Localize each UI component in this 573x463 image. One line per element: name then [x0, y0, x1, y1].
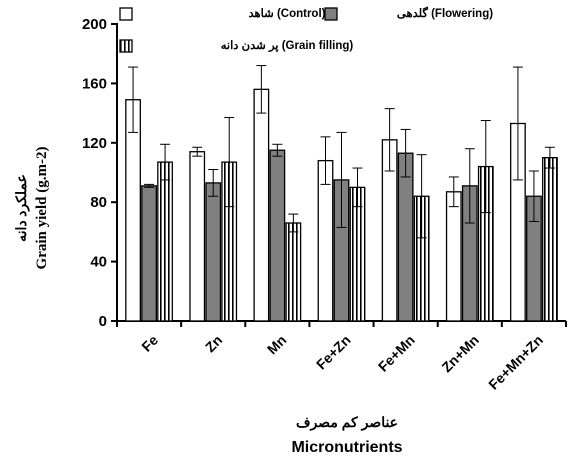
x-axis-title-persian: عناصر کم مصرف — [296, 414, 398, 431]
legend: شاهد (Control) گلدهی (Flowering) پر شدن دا… — [119, 5, 493, 53]
legend-label: شاهد (Control) — [249, 7, 326, 20]
bar — [205, 182, 222, 322]
y-axis-title: Grain yield (g.m-2) — [34, 147, 50, 270]
x-tick-label: Fe+Mn — [375, 332, 418, 375]
y-tick-label: 200 — [82, 16, 107, 33]
bar — [253, 88, 270, 322]
bar — [157, 161, 173, 322]
legend-label: گلدهی (Flowering) — [397, 5, 493, 20]
y-tick-label: 80 — [90, 194, 107, 211]
bar — [189, 151, 206, 322]
y-tick-label: 40 — [90, 254, 107, 271]
x-tick-label: Fe+Zn — [313, 332, 354, 373]
y-axis-title-persian: عملکرد دانه — [14, 174, 30, 242]
legend-swatch — [324, 7, 338, 21]
legend-label: پر شدن دانه (Grain filling) — [221, 39, 354, 53]
bar — [125, 99, 141, 322]
bar — [445, 191, 462, 322]
plot-area: 0 40 80 120 160 200 Fe Zn Mn Fe+Zn Fe+Mn Zn+Mn Fe+Mn… — [82, 16, 567, 393]
x-tick-label: Zn+Mn — [438, 332, 481, 375]
legend-swatch — [119, 39, 133, 53]
x-tick-label: Zn — [202, 332, 225, 355]
x-tick-label: Mn — [264, 332, 290, 358]
bar — [141, 185, 157, 322]
x-axis-title: Micronutrients — [291, 439, 402, 456]
y-tick-label: 160 — [82, 75, 107, 92]
bar — [285, 222, 302, 322]
x-tick-label: Fe+Mn+Zn — [485, 332, 546, 393]
bar — [269, 149, 286, 322]
bar — [349, 186, 366, 322]
y-tick-label: 0 — [99, 313, 107, 330]
y-tick-label: 120 — [82, 135, 107, 152]
bar — [542, 156, 558, 322]
bar — [397, 152, 414, 322]
legend-swatch — [119, 7, 133, 21]
x-tick-label: Fe — [138, 332, 161, 355]
